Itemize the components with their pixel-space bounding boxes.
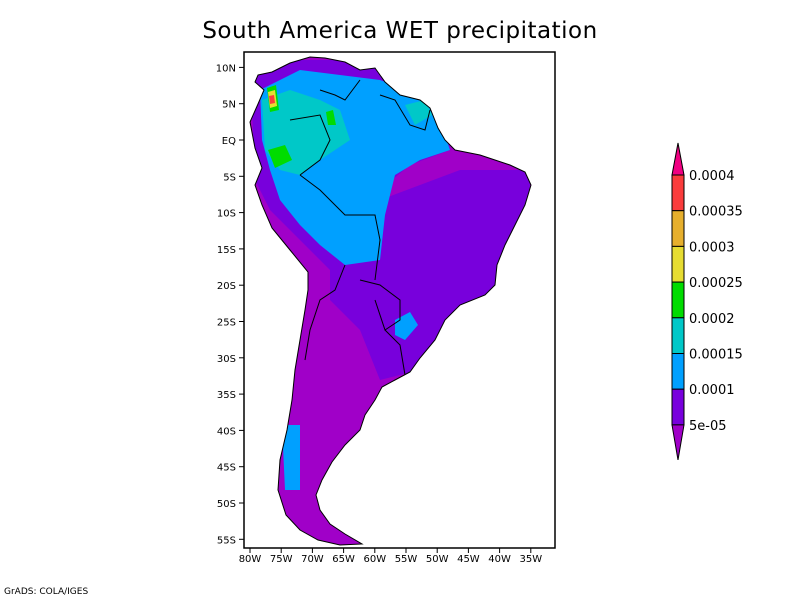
lat-tick-label: 35S (217, 390, 236, 401)
lon-tick-label: 45W (457, 554, 480, 565)
lon-tick-label: 70W (301, 554, 324, 565)
grads-credit: GrADS: COLA/IGES (4, 587, 89, 597)
colorbar-label: 0.00035 (689, 205, 743, 220)
colorbar-label: 0.0001 (689, 383, 735, 398)
colorbar-label: 0.00015 (689, 348, 743, 363)
lat-tick-label: 5S (223, 172, 236, 183)
colorbar-segment (671, 281, 685, 319)
field-level-4 (326, 110, 336, 125)
colorbar-label: 0.0002 (689, 312, 735, 327)
colorbar-label: 0.0004 (689, 169, 735, 184)
field-level-2 (395, 312, 418, 340)
colorbar-segment (671, 353, 685, 390)
map-frame (243, 51, 556, 549)
lon-tick-label: 75W (270, 554, 293, 565)
colorbar-label: 0.0003 (689, 240, 735, 255)
lat-tick-label: 20S (217, 281, 236, 292)
colorbar-segment (671, 388, 685, 426)
lat-tick-label: EQ (222, 136, 236, 147)
colorbar-segment (671, 210, 685, 247)
colorbar-segment (671, 174, 685, 212)
longitude-axis: 80W 75W 70W 65W 60W 55W 50W 45W 40W 35W (239, 548, 542, 565)
lon-tick-label: 80W (239, 554, 262, 565)
lat-tick-label: 25S (217, 318, 236, 329)
lat-tick-label: 40S (217, 426, 236, 437)
lat-tick-label: 45S (217, 463, 236, 474)
precipitation-field (249, 56, 532, 546)
lat-tick-label: 10S (217, 209, 236, 220)
colorbar-label: 5e-05 (689, 419, 727, 434)
lat-tick-label: 50S (217, 499, 236, 510)
colorbar-label: 0.00025 (689, 276, 743, 291)
latitude-axis: 10N 5N EQ 5S 10S 15S 20S 25S 30S 35S 40S 45S 50S 55S (216, 63, 244, 546)
lon-tick-label: 50W (426, 554, 449, 565)
colorbar-lower-triangle (671, 424, 685, 460)
colorbar-segment (671, 317, 685, 354)
lat-tick-label: 15S (217, 245, 236, 256)
lon-tick-label: 60W (363, 554, 386, 565)
field-level-4 (268, 145, 292, 168)
colorbar-upper-triangle (671, 142, 685, 176)
lon-tick-label: 35W (519, 554, 542, 565)
lat-tick-label: 30S (217, 354, 236, 365)
lat-tick-label: 55S (217, 535, 236, 546)
colorbar: 0.0004 0.00035 0.0003 0.00025 0.0002 0.00015 0… (671, 142, 743, 460)
lat-tick-label: 10N (216, 63, 236, 74)
lon-tick-label: 55W (395, 554, 418, 565)
lat-tick-label: 5N (222, 100, 236, 111)
country-borders (289, 79, 431, 376)
field-level-2 (282, 425, 300, 490)
plot-title: South America WET precipitation (202, 18, 598, 44)
lon-tick-label: 65W (332, 554, 355, 565)
colorbar-segment (671, 245, 685, 283)
field-level-7 (269, 95, 275, 104)
field-level-3 (405, 100, 432, 125)
lon-tick-label: 40W (488, 554, 511, 565)
